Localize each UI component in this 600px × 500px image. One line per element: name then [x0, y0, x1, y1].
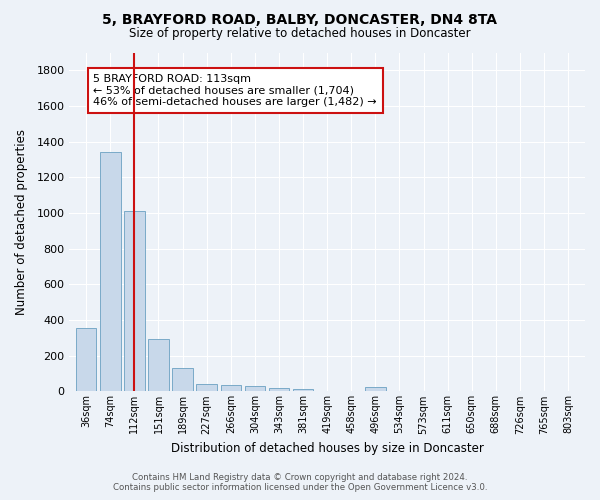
Text: Contains HM Land Registry data © Crown copyright and database right 2024.
Contai: Contains HM Land Registry data © Crown c… — [113, 473, 487, 492]
Bar — [196, 384, 217, 392]
Bar — [221, 385, 241, 392]
Bar — [269, 388, 289, 392]
Bar — [293, 389, 313, 392]
Text: 5 BRAYFORD ROAD: 113sqm
← 53% of detached houses are smaller (1,704)
46% of semi: 5 BRAYFORD ROAD: 113sqm ← 53% of detache… — [94, 74, 377, 107]
Bar — [100, 152, 121, 392]
Bar — [172, 368, 193, 392]
Text: 5, BRAYFORD ROAD, BALBY, DONCASTER, DN4 8TA: 5, BRAYFORD ROAD, BALBY, DONCASTER, DN4 … — [103, 12, 497, 26]
Bar — [148, 339, 169, 392]
Y-axis label: Number of detached properties: Number of detached properties — [15, 129, 28, 315]
Bar — [365, 388, 386, 392]
X-axis label: Distribution of detached houses by size in Doncaster: Distribution of detached houses by size … — [171, 442, 484, 455]
Bar — [245, 386, 265, 392]
Bar — [124, 211, 145, 392]
Bar — [76, 328, 97, 392]
Text: Size of property relative to detached houses in Doncaster: Size of property relative to detached ho… — [129, 28, 471, 40]
